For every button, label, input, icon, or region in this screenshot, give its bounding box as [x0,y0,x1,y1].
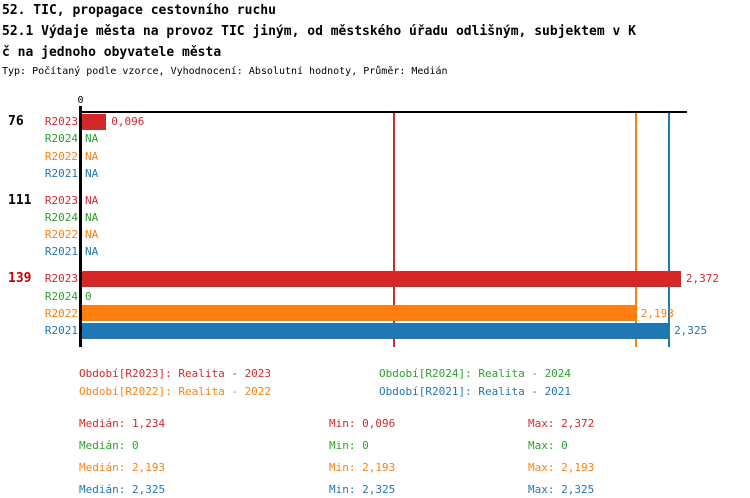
stat-min: Min: 0 [329,439,369,452]
legend-item: Období[R2024]: Realita - 2024 [379,367,572,380]
series-label: R2022 [44,306,78,320]
page-title-line3: č na jednoho obyvatele města [2,45,222,60]
series-label: R2024 [44,132,78,146]
median-reference-line [392,113,395,347]
stat-min: Min: 2,325 [329,483,396,496]
x-axis-zero-tick-label: 0 [77,95,84,106]
stat-median: Medián: 0 [79,439,139,452]
bar [82,322,670,339]
na-value-label: NA [85,193,99,207]
na-value-label: NA [85,210,99,224]
na-value-label: NA [85,245,99,259]
stat-max: Max: 2,193 [528,461,595,474]
legend-item: Období[R2023]: Realita - 2023 [79,367,272,380]
series-label: R2022 [44,228,78,242]
series-label: R2022 [44,149,78,163]
series-label: R2023 [44,193,78,207]
stat-median: Medián: 2,325 [79,483,166,496]
group-label: 139 [8,271,32,287]
bar-value-label: 0,096 [111,115,145,128]
median-reference-line [668,113,671,347]
group-label: 76 [8,114,24,129]
bar [82,270,681,287]
na-value-label: NA [85,149,99,163]
stat-max: Max: 0 [528,439,568,452]
page-title-line2: 52.1 Výdaje města na provoz TIC jiným, o… [2,24,636,39]
stat-max: Max: 2,372 [528,417,595,430]
na-value-label: NA [85,132,99,146]
legend-item: Období[R2022]: Realita - 2022 [79,385,272,398]
bar-value-label: 0 [85,289,92,303]
stat-max: Max: 2,325 [528,483,595,496]
series-label: R2021 [44,245,78,259]
na-value-label: NA [85,228,99,242]
page-title-line1: 52. TIC, propagace cestovního ruchu [2,3,276,18]
stat-min: Min: 0,096 [329,417,396,430]
x-axis-line [80,111,687,113]
legend-item: Období[R2021]: Realita - 2021 [379,385,572,398]
stat-min: Min: 2,193 [329,461,396,474]
bar-value-label: 2,193 [640,306,674,320]
median-reference-line [634,113,637,347]
bar [82,305,636,322]
y-axis-line [79,106,82,347]
group-label: 111 [8,192,32,208]
series-label: R2021 [44,324,78,338]
stat-median: Medián: 1,234 [79,417,166,430]
indicator-meta-line: Typ: Počítaný podle vzorce, Vyhodnocení:… [2,66,448,77]
bar-value-label: 2,325 [674,324,708,338]
series-label: R2024 [44,289,78,303]
na-value-label: NA [85,166,99,180]
stat-median: Medián: 2,193 [79,461,166,474]
series-label: R2021 [44,166,78,180]
series-label: R2023 [44,115,78,128]
bar [82,113,107,130]
series-label: R2024 [44,210,78,224]
series-label: R2023 [44,272,78,286]
bar-value-label: 2,372 [685,272,720,286]
